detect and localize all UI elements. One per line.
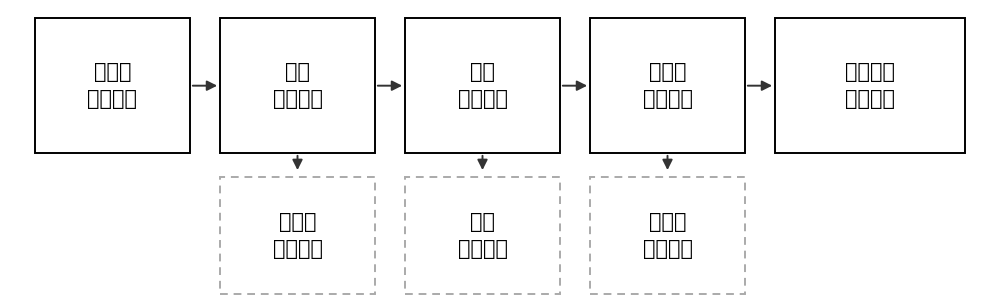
Text: 物理
清洗装置: 物理 清洗装置 [272, 62, 322, 109]
Bar [590, 177, 745, 294]
Bar [220, 177, 375, 294]
Text: 电化学
脱硫装置: 电化学 脱硫装置 [642, 62, 692, 109]
Bar [775, 18, 965, 153]
Text: 化学
脱硫装置: 化学 脱硫装置 [458, 62, 508, 109]
Bar [405, 177, 560, 294]
Text: 煤基体
储备装置: 煤基体 储备装置 [88, 62, 138, 109]
Bar [220, 18, 375, 153]
Text: 硫酸
回收装置: 硫酸 回收装置 [458, 212, 508, 259]
Text: 硫化物
回收装置: 硫化物 回收装置 [642, 212, 692, 259]
Bar [35, 18, 190, 153]
Text: 电池燃料
收集装置: 电池燃料 收集装置 [845, 62, 895, 109]
Text: 煤泥水
处理装置: 煤泥水 处理装置 [272, 212, 322, 259]
Bar [590, 18, 745, 153]
Bar [405, 18, 560, 153]
